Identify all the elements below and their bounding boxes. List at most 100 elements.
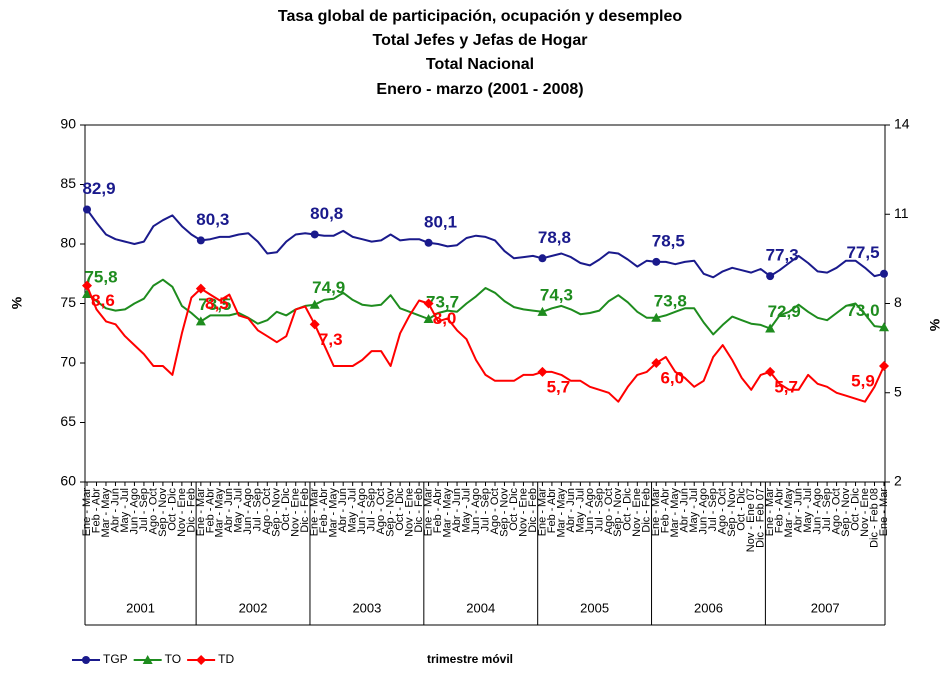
x-tick-label: Mar - May <box>555 488 567 538</box>
x-tick-label: Mar - May <box>328 488 340 538</box>
value-label: 80,1 <box>424 212 457 231</box>
series-marker <box>652 257 661 266</box>
value-label: 78,8 <box>538 228 571 247</box>
x-tick-label: Dic - Feb <box>299 488 311 533</box>
x-tick-label: Jul - Sep <box>366 488 378 531</box>
x-tick-label: Abr - Jun <box>223 488 235 533</box>
x-tick-label: Abr - Jun <box>451 488 463 533</box>
x-tick-label: Jun - Ago <box>242 488 254 534</box>
year-group-label: 2007 <box>811 600 840 615</box>
x-tick-label: Oct - Dic <box>280 488 292 531</box>
value-label: 5,9 <box>851 371 875 390</box>
x-tick-label: Nov - Ene <box>517 488 529 537</box>
x-tick-label: Ago - Oct <box>489 488 501 534</box>
series-marker <box>423 298 434 309</box>
value-label: 73,8 <box>654 291 687 310</box>
chart-subtitle: Total Jefes y Jefas de Hogar <box>373 32 588 49</box>
y-tick-label: 75 <box>60 294 76 310</box>
series-marker <box>82 280 92 291</box>
value-label: 74,9 <box>312 278 345 297</box>
series-marker <box>195 283 206 294</box>
y-tick-label: 65 <box>60 413 76 429</box>
x-tick-label: Dic - Feb <box>413 488 425 533</box>
x-tick-label: Jul - Sep <box>821 488 833 531</box>
x-tick-label: Jun - Ago <box>356 488 368 534</box>
year-group-label: 2003 <box>352 600 381 615</box>
series-marker <box>651 312 662 322</box>
series-marker <box>83 205 91 214</box>
x-tick-label: Ago - Oct <box>147 488 159 534</box>
value-label: 8,6 <box>91 291 115 310</box>
x-tick-label: Ene - Mar <box>195 488 207 537</box>
x-tick-label: Jun - Ago <box>811 488 823 534</box>
series-marker <box>309 299 320 309</box>
x-tick-label: Feb - Abr <box>90 488 102 534</box>
x-tick-label: Ago - Oct <box>830 488 842 534</box>
series-marker <box>879 322 889 332</box>
x-tick-label: Ene - Mar <box>81 488 93 537</box>
y2-axis-title: % <box>927 318 943 331</box>
x-tick-label: May - Jul <box>688 488 700 533</box>
x-tick-label: Dic - Feb <box>641 488 653 533</box>
series-marker <box>766 272 775 281</box>
series-marker <box>537 306 548 316</box>
value-label: 77,5 <box>846 243 879 262</box>
x-tick-label: Jul - Sep <box>252 488 264 531</box>
series-marker <box>424 238 433 247</box>
x-tick-label: Mar - May <box>669 488 681 538</box>
x-tick-label: Oct - Dic <box>508 488 520 531</box>
series-marker <box>195 316 206 326</box>
y2-tick-label: 5 <box>894 383 902 399</box>
value-label: 75,8 <box>84 267 117 286</box>
series-line <box>86 278 885 336</box>
x-tick-label: Sep - Nov <box>840 488 852 537</box>
series-marker <box>765 366 776 377</box>
series-marker <box>765 323 776 333</box>
series-marker <box>880 269 888 278</box>
legend-marker <box>196 655 207 665</box>
x-tick-label: Oct - Dic <box>849 488 861 531</box>
x-tick-label: Jun - Ago <box>470 488 482 534</box>
x-tick-label: Feb - Abr <box>318 488 330 534</box>
x-tick-label: Sep - Nov <box>498 488 510 537</box>
value-label: 74,3 <box>540 285 573 304</box>
x-axis-title: trimestre móvil <box>427 652 513 666</box>
x-tick-label: Abr - Jun <box>679 488 691 533</box>
legend-label: TO <box>165 652 181 666</box>
x-tick-label: Dic - Feb <box>185 488 197 533</box>
x-tick-label: May - Jul <box>233 488 245 533</box>
x-tick-label: Ago - Oct <box>603 488 615 534</box>
x-tick-label: Jul - Sep <box>479 488 491 531</box>
x-tick-label: Ago - Oct <box>261 488 273 534</box>
x-tick-label: Abr - Jun <box>793 488 805 533</box>
x-tick-label: Dic - Feb 07 <box>755 488 767 548</box>
x-tick-label: Ene - Mar <box>536 488 548 537</box>
series-marker <box>310 230 319 239</box>
value-label: 73,7 <box>426 292 459 311</box>
x-tick-label: Ene - Mar <box>422 488 434 537</box>
y2-tick-label: 14 <box>894 116 910 132</box>
x-tick-label: Feb - Abr <box>660 488 672 534</box>
x-tick-label: Ene - Mar <box>309 488 321 537</box>
x-tick-label: Ene - Mar <box>878 488 890 537</box>
y-axis-title: % <box>9 296 25 309</box>
y2-tick-label: 2 <box>894 473 902 489</box>
x-tick-label: Feb - Abr <box>774 488 786 534</box>
value-label: 78,5 <box>652 231 685 250</box>
x-tick-label: Jul - Sep <box>707 488 719 531</box>
value-label: 80,8 <box>310 204 343 223</box>
y-tick-label: 85 <box>60 175 76 191</box>
x-tick-label: Jul - Sep <box>138 488 150 531</box>
year-group-label: 2001 <box>126 600 155 615</box>
chart-subtitle: Enero - marzo (2001 - 2008) <box>376 81 583 98</box>
value-label: 72,9 <box>768 302 801 321</box>
x-tick-label: Mar - May <box>214 488 226 538</box>
y2-tick-label: 11 <box>894 205 909 221</box>
x-tick-label: Feb - Abr <box>204 488 216 534</box>
year-group-label: 2006 <box>694 600 723 615</box>
x-tick-label: May - Jul <box>802 488 814 533</box>
value-label: 6,0 <box>660 368 684 387</box>
legend-marker <box>82 656 90 664</box>
x-tick-label: Jun - Ago <box>128 488 140 534</box>
